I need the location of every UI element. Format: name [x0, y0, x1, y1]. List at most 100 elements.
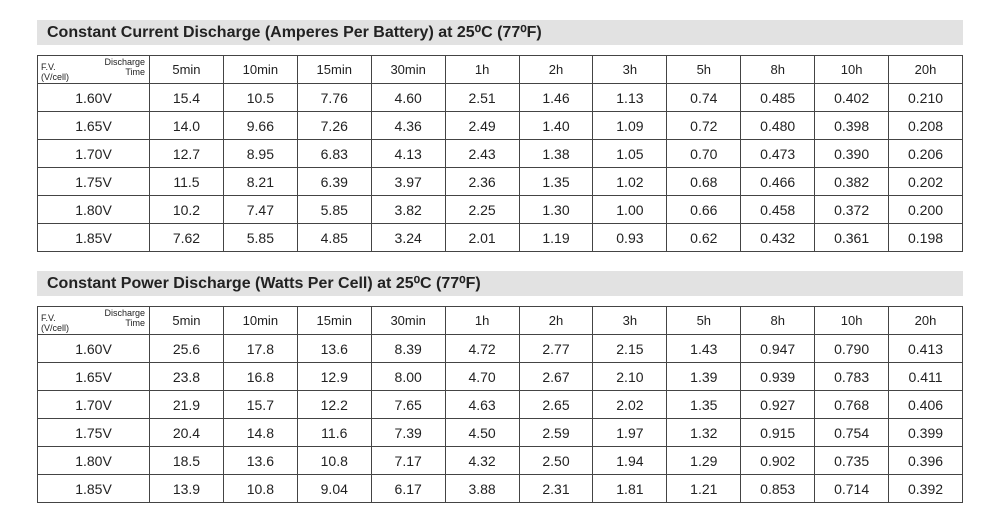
- section-title: Constant Current Discharge (Amperes Per …: [37, 20, 963, 45]
- data-row: 1.85V 13.9 10.8 9.04 6.17 3.88 2.31 1.81 1.21 0.8…: [37, 474, 963, 503]
- cell: 7.65: [370, 390, 446, 419]
- cell: 2.51: [444, 83, 520, 112]
- cell: 8.39: [370, 334, 446, 363]
- column-header: 1h: [444, 55, 520, 84]
- cell: 1.09: [592, 111, 668, 140]
- row-label: 1.60V: [37, 83, 150, 112]
- cell: 0.927: [740, 390, 816, 419]
- row-label: 1.80V: [37, 195, 150, 224]
- cell: 1.19: [518, 223, 594, 252]
- cell: 1.00: [592, 195, 668, 224]
- column-header: 15min: [296, 55, 372, 84]
- cell: 2.50: [518, 446, 594, 475]
- cell: 2.36: [444, 167, 520, 196]
- cell: 13.9: [149, 474, 224, 503]
- cell: 1.30: [518, 195, 594, 224]
- column-header: 2h: [518, 55, 594, 84]
- cell: 0.72: [666, 111, 742, 140]
- cell: 20.4: [149, 418, 224, 447]
- cell: 2.67: [518, 362, 594, 391]
- cell: 9.66: [222, 111, 298, 140]
- cell: 0.210: [888, 83, 963, 112]
- cell: 11.5: [149, 167, 224, 196]
- cell: 0.208: [888, 111, 963, 140]
- column-header: 20h: [888, 306, 963, 335]
- cell: 3.24: [370, 223, 446, 252]
- column-header: 5h: [666, 55, 742, 84]
- data-row: 1.85V 7.62 5.85 4.85 3.24 2.01 1.19 0.93 0.62 0.4…: [37, 223, 963, 252]
- row-label: 1.60V: [37, 334, 150, 363]
- cell: 0.70: [666, 139, 742, 168]
- cell: 4.72: [444, 334, 520, 363]
- cell: 12.7: [149, 139, 224, 168]
- column-header: 15min: [296, 306, 372, 335]
- cell: 8.21: [222, 167, 298, 196]
- row-label: 1.85V: [37, 474, 150, 503]
- cell: 7.47: [222, 195, 298, 224]
- cell: 4.60: [370, 83, 446, 112]
- cell: 0.206: [888, 139, 963, 168]
- cell: 0.198: [888, 223, 963, 252]
- cell: 0.939: [740, 362, 816, 391]
- cell: 17.8: [222, 334, 298, 363]
- cell: 5.85: [222, 223, 298, 252]
- cell: 14.0: [149, 111, 224, 140]
- cell: 0.754: [814, 418, 890, 447]
- header-row: Discharge Time F.V. (V/cell) 5min 10min 15mi…: [37, 306, 963, 335]
- corner-bottom: F.V. (V/cell): [41, 62, 70, 82]
- cell: 1.32: [666, 418, 742, 447]
- cell: 3.82: [370, 195, 446, 224]
- cell: 0.68: [666, 167, 742, 196]
- cell: 0.853: [740, 474, 816, 503]
- cell: 7.39: [370, 418, 446, 447]
- cell: 2.49: [444, 111, 520, 140]
- data-row: 1.75V 20.4 14.8 11.6 7.39 4.50 2.59 1.97 1.32 0.9…: [37, 418, 963, 447]
- data-table: Discharge Time F.V. (V/cell) 5min 10min 15mi…: [37, 55, 963, 252]
- row-label: 1.70V: [37, 390, 150, 419]
- row-label: 1.70V: [37, 139, 150, 168]
- cell: 10.5: [222, 83, 298, 112]
- cell: 9.04: [296, 474, 372, 503]
- cell: 0.372: [814, 195, 890, 224]
- corner-cell: Discharge Time F.V. (V/cell): [37, 55, 150, 84]
- column-header: 8h: [740, 306, 816, 335]
- cell: 1.13: [592, 83, 668, 112]
- corner-top: Discharge Time: [104, 57, 145, 77]
- cell: 0.200: [888, 195, 963, 224]
- cell: 0.432: [740, 223, 816, 252]
- cell: 0.66: [666, 195, 742, 224]
- column-header: 3h: [592, 55, 668, 84]
- row-label: 1.65V: [37, 111, 150, 140]
- cell: 4.13: [370, 139, 446, 168]
- cell: 2.01: [444, 223, 520, 252]
- cell: 0.413: [888, 334, 963, 363]
- cell: 8.00: [370, 362, 446, 391]
- cell: 5.85: [296, 195, 372, 224]
- column-header: 2h: [518, 306, 594, 335]
- cell: 0.466: [740, 167, 816, 196]
- cell: 1.46: [518, 83, 594, 112]
- data-row: 1.80V 10.2 7.47 5.85 3.82 2.25 1.30 1.00 0.66 0.4…: [37, 195, 963, 224]
- row-label: 1.80V: [37, 446, 150, 475]
- cell: 4.36: [370, 111, 446, 140]
- cell: 11.6: [296, 418, 372, 447]
- cell: 0.62: [666, 223, 742, 252]
- cell: 1.97: [592, 418, 668, 447]
- cell: 6.39: [296, 167, 372, 196]
- data-row: 1.70V 21.9 15.7 12.2 7.65 4.63 2.65 2.02 1.35 0.9…: [37, 390, 963, 419]
- cell: 1.81: [592, 474, 668, 503]
- cell: 0.714: [814, 474, 890, 503]
- cell: 2.65: [518, 390, 594, 419]
- cell: 2.31: [518, 474, 594, 503]
- cell: 2.25: [444, 195, 520, 224]
- cell: 1.35: [666, 390, 742, 419]
- cell: 10.8: [222, 474, 298, 503]
- cell: 0.398: [814, 111, 890, 140]
- cell: 4.50: [444, 418, 520, 447]
- cell: 21.9: [149, 390, 224, 419]
- column-header: 20h: [888, 55, 963, 84]
- cell: 0.402: [814, 83, 890, 112]
- cell: 3.88: [444, 474, 520, 503]
- cell: 7.76: [296, 83, 372, 112]
